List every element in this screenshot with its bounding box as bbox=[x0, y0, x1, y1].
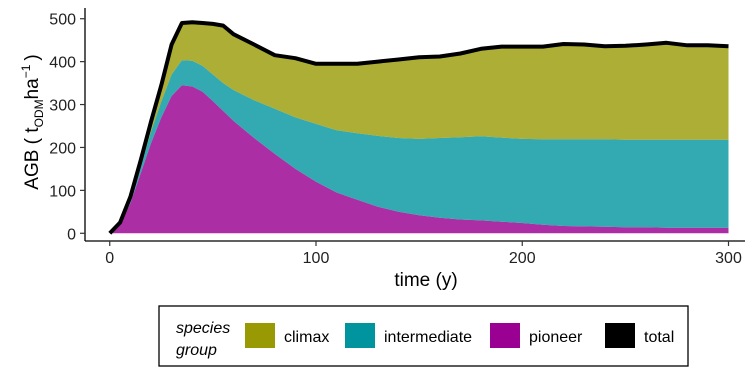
area-intermediate bbox=[109, 60, 729, 234]
y-tick-label: 400 bbox=[49, 55, 76, 72]
legend-label-total: total bbox=[644, 329, 674, 346]
x-tick-label: 200 bbox=[509, 250, 536, 267]
area-layers bbox=[109, 22, 729, 234]
area-pioneer bbox=[109, 85, 729, 234]
legend-swatch-intermediate bbox=[345, 323, 375, 348]
y-axis-title-unit: ha bbox=[22, 78, 43, 100]
legend: species group climax intermediate pionee… bbox=[158, 305, 689, 367]
line-total bbox=[108, 20, 729, 235]
legend-title-line2: group bbox=[176, 342, 217, 359]
y-axis-title-end: ) bbox=[22, 54, 43, 60]
y-axis-title-sub: ODM bbox=[32, 99, 46, 127]
line-layers bbox=[108, 20, 729, 235]
y-tick-label: 100 bbox=[49, 183, 76, 200]
legend-label-pioneer: pioneer bbox=[529, 329, 583, 346]
y-tick-label: 0 bbox=[67, 226, 76, 243]
y-axis-title: AGB ( tODMha−1) bbox=[19, 54, 46, 189]
y-axis-title-sup: −1 bbox=[19, 64, 33, 78]
y-tick-label: 200 bbox=[49, 140, 76, 157]
legend-label-intermediate: intermediate bbox=[384, 329, 472, 346]
axes bbox=[84, 8, 745, 242]
y-tick-label: 500 bbox=[49, 12, 76, 29]
x-axis-title: time (y) bbox=[394, 270, 457, 291]
x-tick-label: 0 bbox=[105, 250, 114, 267]
legend-swatch-climax bbox=[245, 323, 275, 348]
legend-title-line1: species bbox=[176, 320, 230, 337]
y-axis-title-main: AGB ( t bbox=[22, 127, 43, 190]
legend-swatch-total bbox=[605, 323, 635, 348]
x-ticks: 0 100 200 300 bbox=[105, 241, 742, 267]
legend-label-climax: climax bbox=[284, 329, 329, 346]
y-ticks: 0 100 200 300 400 500 bbox=[49, 12, 85, 243]
area-climax bbox=[109, 22, 729, 234]
legend-swatch-pioneer bbox=[490, 323, 520, 348]
x-tick-label: 100 bbox=[303, 250, 330, 267]
x-tick-label: 300 bbox=[715, 250, 742, 267]
y-tick-label: 300 bbox=[49, 98, 76, 115]
